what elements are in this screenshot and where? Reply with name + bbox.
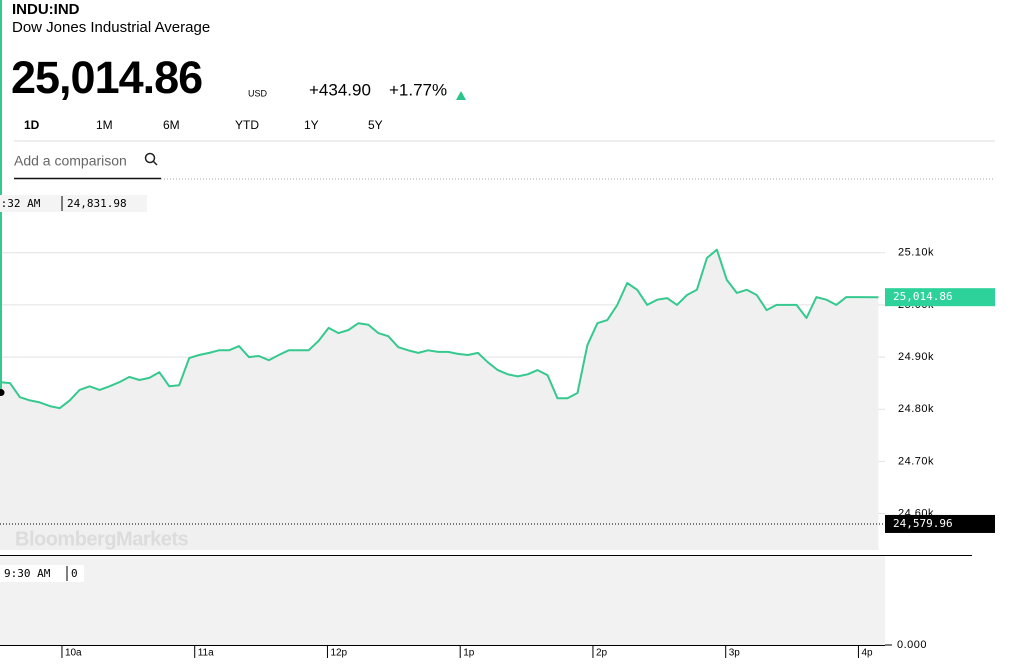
area (0, 249, 879, 550)
up-arrow (456, 91, 466, 100)
crosshair-value: 24,831.98 (67, 197, 127, 210)
x-tick-label: 2p (596, 648, 608, 659)
previous-close-label: 24,579.96 (893, 517, 953, 530)
y-tick-label: 24.90k (898, 351, 934, 363)
price: 25,014.86 (11, 52, 202, 103)
range-tab[interactable]: YTD (235, 118, 259, 132)
x-tick-label: 3p (729, 648, 741, 659)
x-tick-label: 4p (861, 648, 873, 659)
y-tick-label: 25.10k (898, 247, 934, 259)
last-value-tag (885, 288, 995, 307)
comparison-input[interactable]: Add a comparison (14, 153, 127, 169)
range-tab[interactable]: 1M (96, 118, 113, 132)
watermark: BloombergMarkets (15, 528, 189, 550)
ticker: INDU:IND (12, 1, 80, 18)
volume-crosshair-value: 0 (71, 567, 78, 580)
price-line (0, 248, 879, 410)
x-tick-label: 11a (198, 648, 214, 659)
change: +434.90 (309, 80, 371, 99)
index-name: Dow Jones Industrial Average (12, 19, 210, 36)
range-tab[interactable]: 1Y (304, 118, 319, 132)
volume-tick-label: 0.000 (897, 639, 927, 651)
range-tab[interactable]: 5Y (368, 118, 383, 132)
range-tab[interactable]: 6M (163, 118, 180, 132)
currency: USD (248, 88, 268, 98)
crosshair-box (0, 195, 147, 212)
crosshair-dot (0, 389, 5, 397)
last-value-label: 25,014.86 (893, 290, 953, 303)
x-tick-label: 10a (65, 648, 82, 659)
range-tab[interactable]: 1D (24, 118, 40, 132)
search-icon[interactable] (144, 152, 156, 164)
volume-crosshair-box (0, 565, 84, 582)
previous-close-tag (885, 514, 995, 533)
volume-crosshair-time: 9:30 AM (4, 567, 51, 580)
volume-panel (0, 556, 885, 645)
crosshair-time: 9:32 AM (0, 197, 41, 210)
change-pct: +1.77% (389, 80, 447, 99)
search-icon-handle (152, 160, 158, 166)
y-tick-label: 24.70k (898, 455, 934, 467)
y-tick-label: 24.80k (898, 403, 934, 415)
x-tick-label: 1p (463, 648, 475, 659)
x-tick-label: 12p (330, 648, 347, 659)
